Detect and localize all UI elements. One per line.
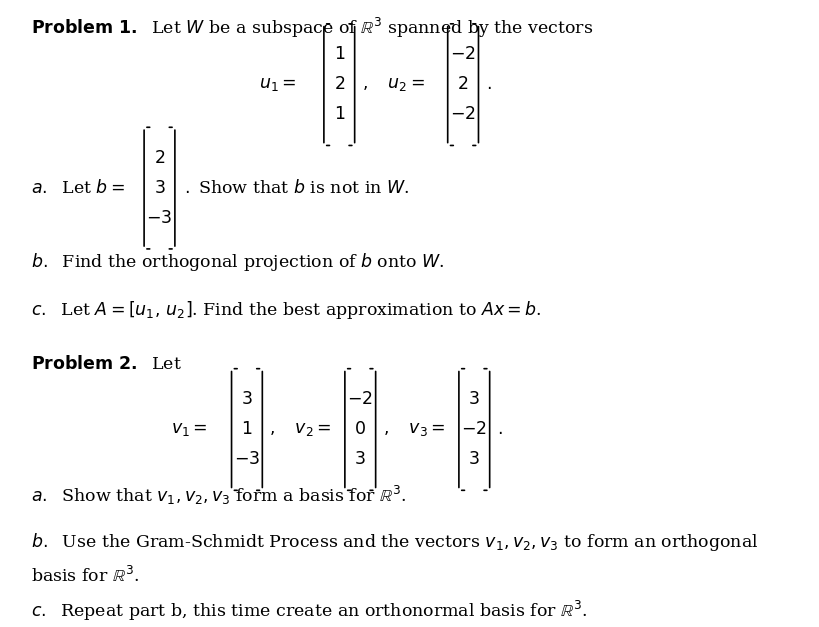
- Text: $u_1 =$: $u_1 =$: [259, 76, 296, 93]
- Text: $3$: $3$: [354, 451, 365, 468]
- Text: $v_1 =$: $v_1 =$: [171, 421, 208, 438]
- Text: $2$: $2$: [154, 149, 165, 167]
- Text: $3$: $3$: [468, 391, 479, 408]
- Text: $b.$  Find the orthogonal projection of $b$ onto $W$.: $b.$ Find the orthogonal projection of $…: [31, 251, 445, 273]
- Text: $,\quad v_3 =$: $,\quad v_3 =$: [382, 421, 445, 438]
- Text: $2$: $2$: [457, 76, 468, 93]
- Text: $0$: $0$: [354, 421, 366, 438]
- Text: $,\quad v_2 =$: $,\quad v_2 =$: [269, 421, 332, 438]
- Text: $2$: $2$: [333, 76, 345, 93]
- Text: $1$: $1$: [333, 46, 345, 63]
- Text: $.$ Show that $b$ is not in $W$.: $.$ Show that $b$ is not in $W$.: [183, 179, 409, 197]
- Text: $.$: $.$: [486, 76, 491, 93]
- Text: $3$: $3$: [468, 451, 479, 468]
- Text: $a.$  Show that $v_1, v_2, v_3$ form a basis for $\mathbb{R}^3$.: $a.$ Show that $v_1, v_2, v_3$ form a ba…: [31, 484, 407, 507]
- Text: $-3$: $-3$: [147, 209, 172, 227]
- Text: basis for $\mathbb{R}^3$.: basis for $\mathbb{R}^3$.: [31, 566, 139, 586]
- Text: $\mathbf{Problem\ 2.}$  Let: $\mathbf{Problem\ 2.}$ Let: [31, 355, 182, 372]
- Text: $3$: $3$: [153, 179, 165, 197]
- Text: $b.$  Use the Gram-Schmidt Process and the vectors $v_1, v_2, v_3$ to form an or: $b.$ Use the Gram-Schmidt Process and th…: [31, 531, 758, 554]
- Text: $c.$  Repeat part b, this time create an orthonormal basis for $\mathbb{R}^3$.: $c.$ Repeat part b, this time create an …: [31, 599, 587, 623]
- Text: $\mathbf{Problem\ 1.}$  Let $W$ be a subspace of $\mathbb{R}^3$ spanned by the v: $\mathbf{Problem\ 1.}$ Let $W$ be a subs…: [31, 16, 593, 40]
- Text: $.$: $.$: [496, 421, 502, 438]
- Text: $,\quad u_2 =$: $,\quad u_2 =$: [362, 76, 425, 93]
- Text: $a.$  Let $b =$: $a.$ Let $b =$: [31, 179, 125, 197]
- Text: $-2$: $-2$: [347, 391, 373, 408]
- Text: $-2$: $-2$: [450, 46, 475, 63]
- Text: $1$: $1$: [333, 106, 345, 124]
- Text: $-2$: $-2$: [450, 106, 475, 124]
- Text: $-3$: $-3$: [233, 451, 260, 468]
- Text: $3$: $3$: [241, 391, 252, 408]
- Text: $c.$  Let $A = [u_1,\, u_2]$. Find the best approximation to $Ax = b$.: $c.$ Let $A = [u_1,\, u_2]$. Find the be…: [31, 299, 541, 322]
- Text: $1$: $1$: [241, 421, 252, 438]
- Text: $-2$: $-2$: [461, 421, 486, 438]
